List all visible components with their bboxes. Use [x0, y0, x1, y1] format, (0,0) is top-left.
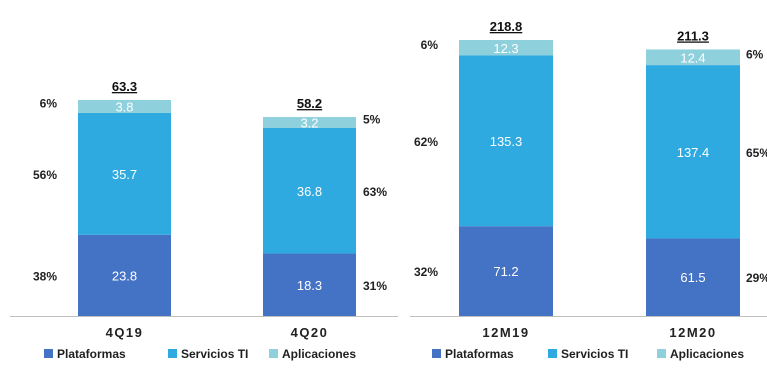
- percent-label: 63%: [363, 185, 387, 199]
- bar-segment-aplicaciones: [78, 100, 171, 113]
- bar-segment-aplicaciones: [263, 117, 356, 128]
- percent-label: 6%: [40, 96, 58, 110]
- legend-swatch-servicios-ti: [548, 349, 557, 358]
- data-label: 135.3: [490, 134, 523, 149]
- legend-swatch-plataformas: [44, 349, 53, 358]
- bar-segment-plataformas: [459, 226, 553, 316]
- legend-swatch-aplicaciones: [657, 349, 666, 358]
- percent-label: 32%: [414, 265, 438, 279]
- percent-label: 65%: [746, 146, 767, 160]
- total-label: 63.3: [112, 79, 137, 94]
- legend-entry: Servicios TI: [561, 347, 628, 361]
- category-label: 4Q19: [106, 325, 144, 340]
- data-label: 35.7: [112, 167, 137, 182]
- bar-segment-servicios-ti: [263, 127, 356, 254]
- legend-entry: Plataformas: [57, 347, 126, 361]
- legend-swatch-servicios-ti: [168, 349, 177, 358]
- chart-12m: 71.2 32% 135.3 62% 12.3 6% 218.8 12M19 61.5 29% 13…: [410, 19, 767, 361]
- data-label: 12.4: [680, 50, 705, 65]
- category-label: 12M19: [482, 325, 529, 340]
- data-label: 23.8: [112, 268, 137, 283]
- percent-label: 62%: [414, 135, 438, 149]
- legend-swatch-aplicaciones: [269, 349, 278, 358]
- percent-label: 31%: [363, 279, 387, 293]
- legend-entry: Aplicaciones: [670, 347, 744, 361]
- data-label: 71.2: [493, 264, 518, 279]
- percent-label: 6%: [746, 47, 764, 61]
- data-label: 61.5: [680, 270, 705, 285]
- total-label: 211.3: [677, 28, 709, 43]
- percent-label: 56%: [33, 168, 57, 182]
- data-label: 3.8: [115, 99, 133, 114]
- data-label: 137.4: [677, 145, 710, 160]
- data-label: 3.2: [300, 116, 318, 131]
- bar-segment-servicios-ti: [459, 55, 553, 227]
- percent-label: 29%: [746, 271, 767, 285]
- legend-entry: Plataformas: [445, 347, 514, 361]
- total-label: 218.8: [490, 19, 523, 34]
- data-label: 12.3: [493, 41, 518, 56]
- bar-segment-aplicaciones: [459, 40, 553, 56]
- bar-segment-plataformas: [646, 238, 740, 316]
- total-label: 58.2: [297, 96, 322, 111]
- bar-segment-servicios-ti: [646, 65, 740, 239]
- category-label: 4Q20: [291, 325, 329, 340]
- bar-segment-aplicaciones: [646, 49, 740, 66]
- data-label: 18.3: [297, 278, 322, 293]
- percent-label: 5%: [363, 113, 381, 127]
- legend-swatch-plataformas: [432, 349, 441, 358]
- category-label: 12M20: [669, 325, 716, 340]
- legend-entry: Aplicaciones: [282, 347, 356, 361]
- percent-label: 38%: [33, 269, 57, 283]
- data-label: 36.8: [297, 184, 322, 199]
- bar-segment-plataformas: [263, 253, 356, 316]
- percent-label: 6%: [421, 38, 439, 52]
- chart-4q: 23.8 38% 35.7 56% 3.8 6% 63.3 4Q19 18.3 31% 36.8 63…: [10, 79, 398, 361]
- bar-segment-servicios-ti: [78, 112, 171, 235]
- legend-entry: Servicios TI: [181, 347, 248, 361]
- bar-segment-plataformas: [78, 234, 171, 316]
